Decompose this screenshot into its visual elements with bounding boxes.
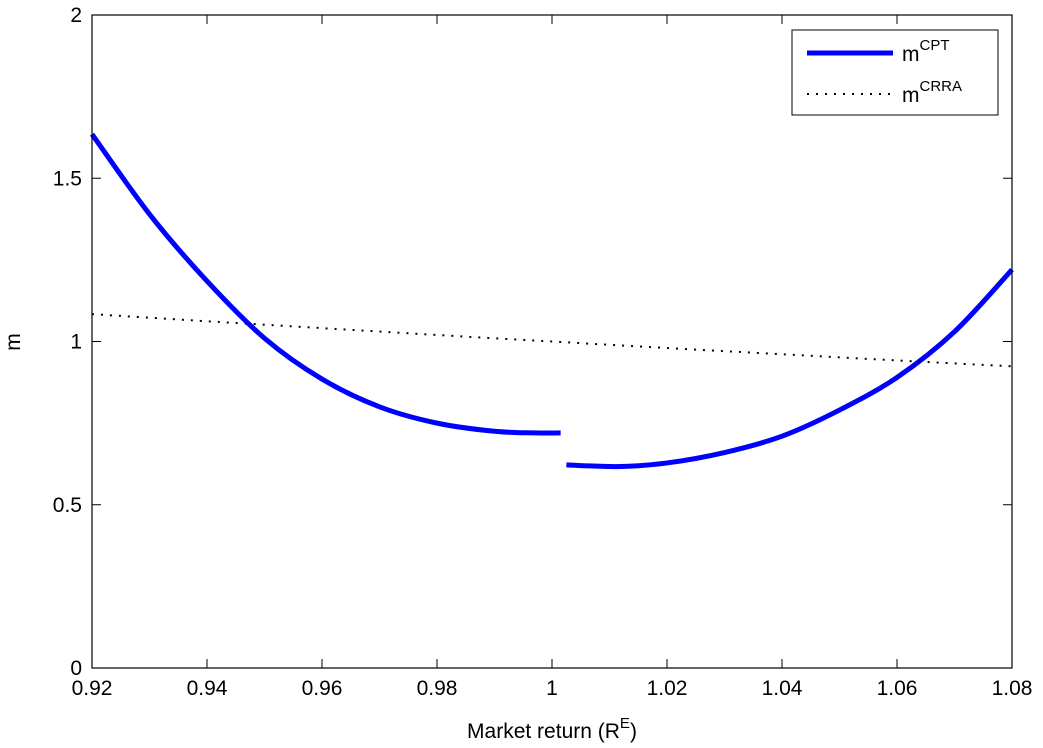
plot-frame bbox=[91, 14, 1013, 669]
legend-label-crra: mCRRA bbox=[902, 78, 962, 107]
x-tick-label: 0.96 bbox=[302, 677, 343, 700]
y-tick-label: 1.5 bbox=[53, 167, 82, 190]
x-axis-label-end: ) bbox=[630, 720, 637, 743]
x-tick-label: 0.92 bbox=[72, 677, 113, 700]
y-tick-label: 0.5 bbox=[53, 494, 82, 517]
series-line-m-crra bbox=[91, 313, 1013, 368]
x-tick-label: 0.98 bbox=[417, 677, 458, 700]
legend-label-cpt-sup: CPT bbox=[920, 37, 950, 54]
series-line-m-cpt bbox=[89, 132, 561, 436]
x-axis-label-main: Market return (R bbox=[467, 720, 620, 743]
x-axis-label-sup: E bbox=[620, 715, 630, 732]
x-tick-label: 1.06 bbox=[877, 677, 918, 700]
y-tick-label: 2 bbox=[70, 4, 82, 27]
legend-label-crra-sup: CRRA bbox=[920, 78, 963, 95]
series-layer bbox=[89, 132, 1014, 470]
legend-label-crra-main: m bbox=[902, 84, 920, 107]
series-line-m-cpt bbox=[566, 267, 1014, 470]
x-tick-label: 1 bbox=[546, 677, 558, 700]
x-tick-label: 1.08 bbox=[992, 677, 1033, 700]
x-tick-label: 0.94 bbox=[187, 677, 228, 700]
x-tick-label: 1.02 bbox=[647, 677, 688, 700]
legend-label-cpt: mCPT bbox=[902, 37, 950, 66]
y-tick-label: 0 bbox=[70, 657, 82, 680]
legend-label-cpt-main: m bbox=[902, 43, 920, 66]
tick-label-group: 0.92 0.94 0.96 0.98 1 1.02 1.04 1.06 1.08 0 0.5 1 1.… bbox=[53, 4, 1033, 700]
y-axis-label: m bbox=[2, 333, 25, 351]
x-axis-label: Market return (RE) bbox=[467, 715, 637, 743]
legend-box bbox=[791, 29, 999, 116]
y-tick-label: 1 bbox=[70, 331, 82, 354]
x-tick-label: 1.04 bbox=[762, 677, 803, 700]
legend: mCPT mCRRA bbox=[791, 29, 999, 116]
